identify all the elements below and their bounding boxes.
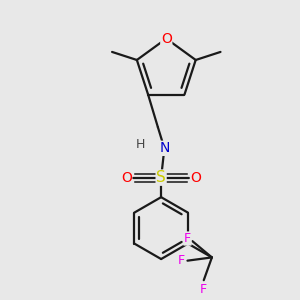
Text: H: H bbox=[135, 138, 145, 151]
Text: O: O bbox=[121, 171, 132, 184]
Text: O: O bbox=[161, 32, 172, 46]
Text: O: O bbox=[190, 171, 201, 184]
Text: F: F bbox=[184, 232, 191, 245]
Text: F: F bbox=[178, 254, 185, 267]
Text: S: S bbox=[156, 170, 166, 185]
Text: F: F bbox=[200, 283, 207, 296]
Text: N: N bbox=[159, 141, 170, 155]
